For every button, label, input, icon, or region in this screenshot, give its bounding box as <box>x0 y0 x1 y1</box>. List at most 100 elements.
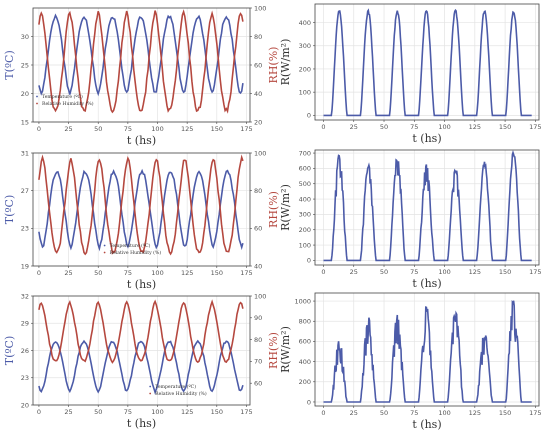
plot-frame <box>314 3 540 121</box>
legend-label: Temperature (ºC) <box>110 242 151 249</box>
x-tick-label: 175 <box>240 269 252 277</box>
panel-row1-right: 0 25 50 75 100 125 150 175 0 100 200 300 400 t (hs) R(… <box>279 3 542 145</box>
y2-tick-label: 100 <box>254 4 266 12</box>
x-tick-label: 175 <box>240 125 252 133</box>
x-axis-label: t (hs) <box>412 132 441 145</box>
legend-label: Relative Humidity (%) <box>110 249 162 256</box>
panel-row1-left: 0 25 50 75 100 125 150 1751520253020406080100t … <box>3 4 280 147</box>
x-tick-label: 50 <box>94 408 102 416</box>
x-axis-label: t (hs) <box>412 418 441 431</box>
x-tick-label: 75 <box>124 269 132 277</box>
y2-tick-label: 20 <box>254 118 262 126</box>
legend-marker <box>103 251 106 254</box>
x-tick-label: 75 <box>124 125 132 133</box>
legend-marker <box>149 392 152 395</box>
y2-tick-label: 80 <box>254 33 262 41</box>
y-axis-label-right: RH(%) <box>267 47 280 84</box>
x-tick-label: 0 <box>37 408 41 416</box>
plot-frame <box>314 292 540 407</box>
y-tick-label: 32 <box>21 292 29 300</box>
legend-label: Relative Humidity (%) <box>42 100 94 107</box>
x-tick-label: 150 <box>499 268 511 276</box>
x-tick-label: 50 <box>94 125 102 133</box>
x-tick-label: 50 <box>380 409 388 417</box>
x-tick-label: 25 <box>64 125 72 133</box>
x-tick-label: 100 <box>438 123 450 131</box>
y-tick-label: 26 <box>21 347 29 355</box>
x-tick-label: 0 <box>321 268 325 276</box>
series-line-temperature <box>38 13 244 97</box>
plot-frame <box>32 152 251 267</box>
x-tick-label: 150 <box>499 123 511 131</box>
x-axis-label: t (hs) <box>127 278 156 291</box>
x-tick-label: 75 <box>410 123 418 131</box>
y-tick-label: 100 <box>299 88 311 96</box>
y-tick-label: 300 <box>299 42 311 50</box>
x-tick-label: 125 <box>181 125 193 133</box>
x-tick-label: 125 <box>469 409 481 417</box>
series-line-irradiance <box>323 8 532 117</box>
x-tick-label: 25 <box>350 123 358 131</box>
y2-tick-label: 80 <box>254 187 262 195</box>
y-axis-label-left: T(ºC) <box>3 195 16 225</box>
legend-marker <box>149 385 152 388</box>
x-axis-label: t (hs) <box>412 277 441 290</box>
y-tick-label: 19 <box>21 262 29 270</box>
y2-tick-label: 70 <box>254 358 262 366</box>
y-tick-label: 0 <box>307 257 311 265</box>
y-tick-label: 400 <box>299 195 311 203</box>
y-tick-label: 400 <box>299 358 311 366</box>
y-tick-label: 23 <box>21 374 29 382</box>
x-tick-label: 125 <box>181 269 193 277</box>
y-tick-label: 27 <box>21 187 29 195</box>
x-tick-label: 0 <box>321 409 325 417</box>
legend-marker <box>36 102 38 105</box>
y2-tick-label: 60 <box>254 380 262 388</box>
legend-label: Temperature (ºC) <box>155 383 196 390</box>
y-tick-label: 29 <box>21 320 29 328</box>
x-tick-label: 150 <box>211 269 223 277</box>
y2-tick-label: 40 <box>254 262 262 270</box>
x-tick-label: 0 <box>321 123 325 131</box>
x-tick-label: 75 <box>410 409 418 417</box>
x-tick-label: 100 <box>151 408 163 416</box>
x-tick-label: 25 <box>64 269 72 277</box>
series-line-relative <box>38 299 244 364</box>
x-tick-label: 0 <box>37 269 41 277</box>
x-tick-label: 25 <box>64 408 72 416</box>
x-tick-label: 0 <box>37 125 41 133</box>
x-tick-label: 100 <box>151 269 163 277</box>
legend-label: Relative Humidity (%) <box>155 390 207 397</box>
y-tick-label: 20 <box>21 401 29 409</box>
y-axis-label-left: T(ºC) <box>3 50 16 80</box>
x-tick-label: 100 <box>438 268 450 276</box>
x-tick-label: 150 <box>211 125 223 133</box>
y2-tick-label: 80 <box>254 336 262 344</box>
plot-frame <box>314 149 540 266</box>
series-line-irradiance <box>323 150 532 262</box>
y2-tick-label: 60 <box>254 225 262 233</box>
y-tick-label: 0 <box>307 398 311 406</box>
y-axis-label: R(W/m²) <box>279 326 292 373</box>
x-tick-label: 175 <box>529 409 541 417</box>
y2-tick-label: 100 <box>254 292 266 300</box>
x-tick-label: 175 <box>529 123 541 131</box>
x-tick-label: 125 <box>469 268 481 276</box>
x-axis-label: t (hs) <box>127 417 156 430</box>
y-tick-label: 700 <box>299 149 311 157</box>
series-line-relative <box>38 9 244 114</box>
x-tick-label: 100 <box>151 125 163 133</box>
series-line-temperature <box>38 168 244 252</box>
series-line-irradiance <box>323 299 532 403</box>
x-tick-label: 150 <box>499 409 511 417</box>
y-tick-label: 600 <box>299 338 311 346</box>
x-tick-label: 75 <box>124 408 132 416</box>
y-tick-label: 100 <box>299 241 311 249</box>
x-tick-label: 125 <box>469 123 481 131</box>
y-tick-label: 1000 <box>294 297 311 305</box>
y-axis-label-right: RH(%) <box>267 332 280 369</box>
x-tick-label: 175 <box>529 268 541 276</box>
series-line-temperature <box>38 339 244 395</box>
